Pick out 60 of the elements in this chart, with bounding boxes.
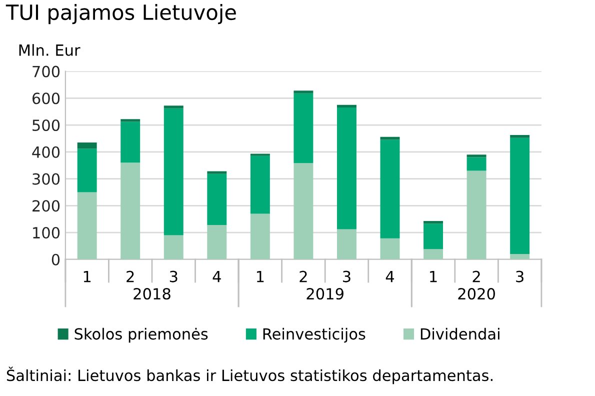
bar xyxy=(336,104,356,108)
bar xyxy=(164,106,184,108)
bar xyxy=(336,229,356,260)
bar xyxy=(466,154,486,158)
text: 2018 xyxy=(134,288,170,300)
bar xyxy=(164,235,184,260)
x-tick-label: 4 xyxy=(386,270,394,282)
bar xyxy=(510,134,530,138)
x-tick-label: 4 xyxy=(212,270,221,282)
x-tick-label: 3 xyxy=(343,270,350,282)
y-tick-label: 500 xyxy=(32,119,60,132)
x-tick-label: 2 xyxy=(300,270,307,282)
y-tick-label: 200 xyxy=(32,200,60,212)
x-tick-label: 1 xyxy=(430,270,437,282)
text: 2020 xyxy=(458,288,495,300)
bar xyxy=(294,163,314,260)
bar xyxy=(77,192,97,260)
legend-label: Reinvesticijos xyxy=(263,328,366,343)
y-tick-label: 600 xyxy=(32,92,60,104)
text: 2019 xyxy=(306,288,344,300)
bar xyxy=(207,171,227,174)
y-tick-label: 400 xyxy=(32,146,60,158)
chart-title: TUI pajamos Lietuvoje xyxy=(6,4,236,24)
x-tick-label: 3 xyxy=(170,270,178,282)
bar xyxy=(77,148,97,192)
bar xyxy=(207,224,227,260)
bar xyxy=(336,108,356,230)
bar xyxy=(250,156,270,214)
bar xyxy=(77,142,97,149)
bar xyxy=(120,162,140,260)
bar xyxy=(120,122,140,163)
bar xyxy=(466,170,486,260)
x-tick-label: 2 xyxy=(472,270,480,282)
legend-label: Skolos priemonės xyxy=(74,328,208,343)
y-tick-label: 300 xyxy=(32,173,60,185)
y-axis-title: Mln. Eur xyxy=(19,44,80,56)
y-tick-label: 0 xyxy=(52,254,60,266)
bar xyxy=(120,119,140,122)
x-tick-label: 1 xyxy=(256,270,264,282)
bar xyxy=(510,254,530,260)
x-tick-label: 3 xyxy=(516,270,524,282)
bar xyxy=(424,249,444,260)
bar xyxy=(294,90,314,94)
bar xyxy=(294,93,314,164)
bar xyxy=(424,224,444,250)
text: Šaltiniai: Lietuvos bankas ir Lietuvos statistikos departamentas. xyxy=(6,366,492,384)
bar xyxy=(510,138,530,254)
bar xyxy=(380,238,400,260)
x-tick-label: 1 xyxy=(84,270,91,282)
bar xyxy=(380,136,400,140)
y-tick-label: 700 xyxy=(32,66,60,78)
bar xyxy=(424,220,444,224)
y-tick-label: 100 xyxy=(33,226,60,239)
bar xyxy=(466,157,486,171)
bar xyxy=(164,108,184,236)
x-tick-label: 2 xyxy=(126,270,134,282)
bar xyxy=(207,174,227,225)
bar xyxy=(380,140,400,238)
bar xyxy=(250,214,270,260)
legend-label: Dividendai xyxy=(420,328,500,340)
